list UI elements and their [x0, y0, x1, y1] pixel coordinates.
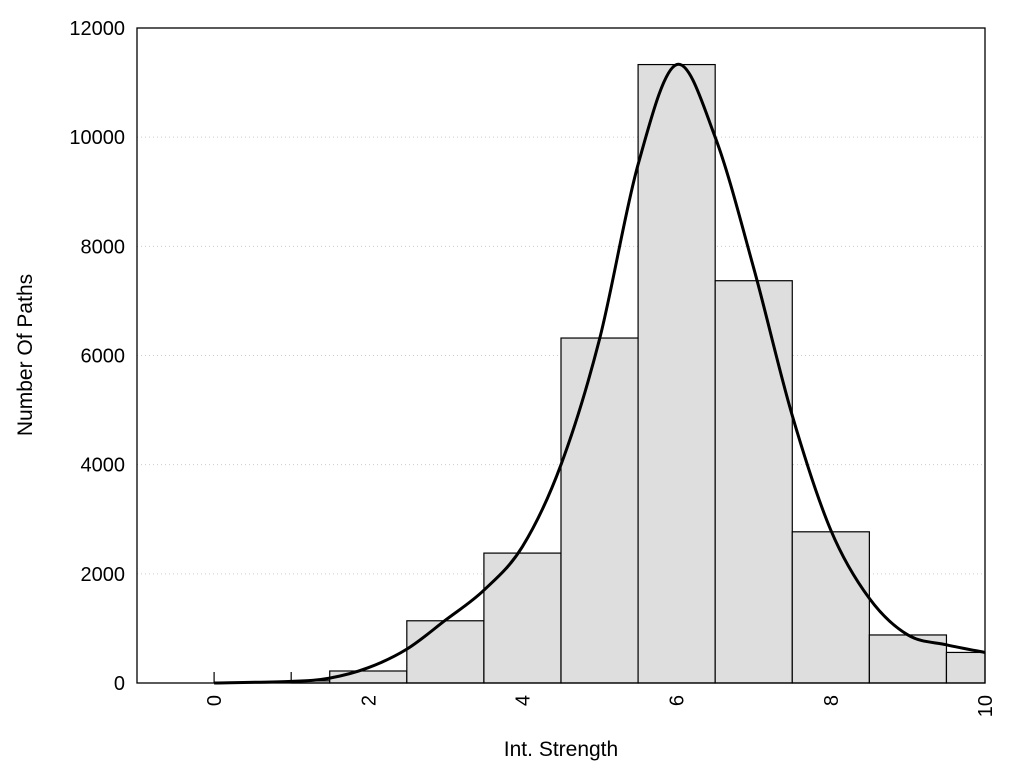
plot-frame — [136, 27, 986, 684]
x-tick-label: 10 — [975, 695, 997, 717]
y-tick-label: 8000 — [81, 236, 126, 258]
x-tick-label: 4 — [512, 695, 534, 706]
histogram-bar — [714, 280, 793, 684]
histogram-bar — [560, 337, 639, 684]
x-tick-label: 2 — [358, 695, 380, 706]
y-tick-label: 2000 — [81, 564, 126, 586]
y-axis: 0 2000 4000 6000 8000 10000 12000 — [69, 18, 125, 695]
histogram-bar — [791, 531, 870, 684]
y-axis-label: Number Of Paths — [14, 274, 37, 436]
x-tick-label: 8 — [821, 695, 843, 706]
histogram-bar — [483, 552, 562, 684]
bars — [213, 63, 986, 684]
x-axis: 0 2 4 6 8 10 — [204, 695, 997, 717]
histogram-bar — [945, 651, 986, 684]
x-axis-label: Int. Strength — [504, 738, 618, 761]
x-tick-label: 6 — [667, 695, 689, 706]
x-tick-label: 0 — [204, 695, 226, 706]
y-tick-label: 4000 — [81, 455, 126, 477]
histogram-bar — [637, 63, 716, 684]
y-tick-label: 6000 — [81, 346, 126, 368]
y-tick-label: 10000 — [69, 127, 125, 149]
histogram-bar — [406, 620, 485, 684]
y-tick-label: 0 — [114, 673, 125, 695]
y-tick-label: 12000 — [69, 18, 125, 40]
density-curve — [214, 63, 986, 685]
